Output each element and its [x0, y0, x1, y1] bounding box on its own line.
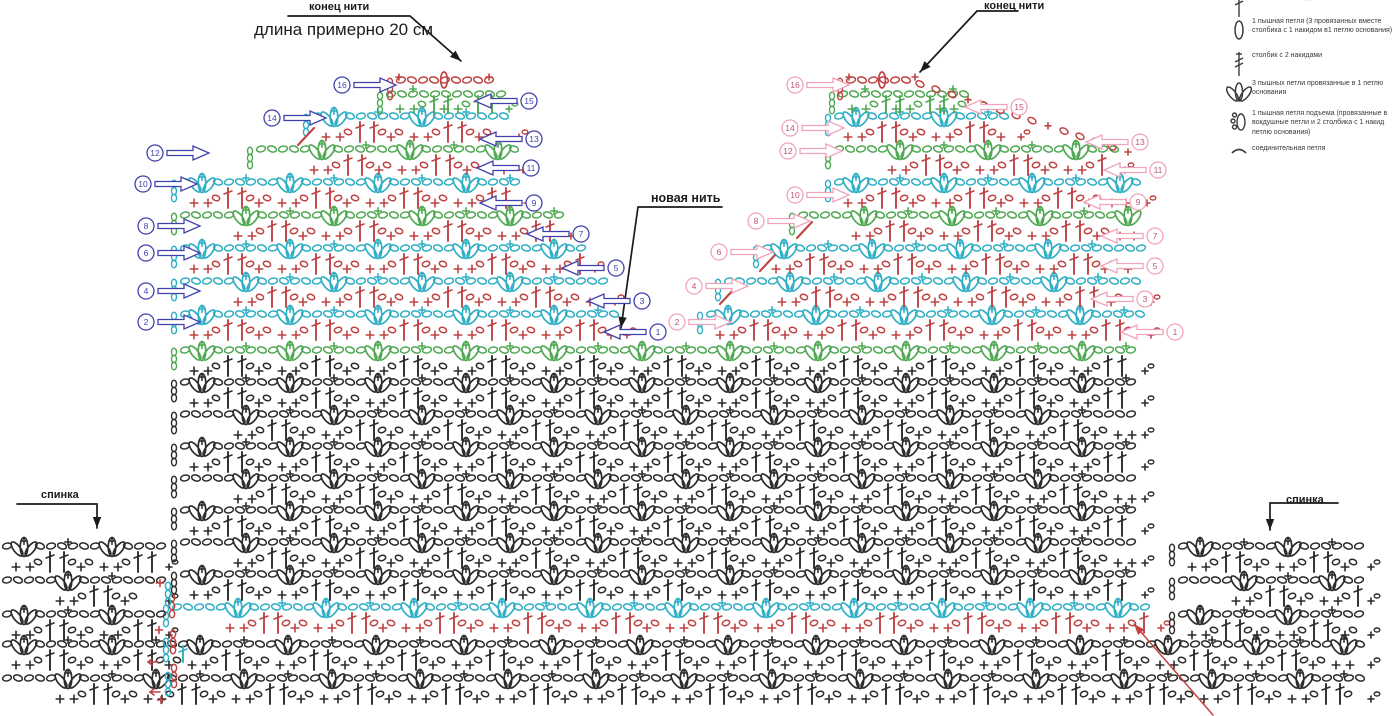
legend-item-label: 1 пышная петля подъема (провязанные в во… — [1252, 108, 1395, 137]
stitch-legend: столбик с 1 накидом 1 пышная петля (3 пр… — [1226, 0, 1395, 170]
legend-item: столбик с 2 накидами — [1226, 50, 1322, 78]
legend-item: столбик с 1 накидом — [1226, 0, 1318, 20]
legend-item: 1 пышная петля подъема (провязанные в во… — [1226, 108, 1395, 137]
legend-item-label: столбик с 1 накидом — [1252, 0, 1318, 2]
thread-end-label-right: конец нити — [984, 0, 1044, 12]
legend-item-label: столбик с 2 накидами — [1252, 50, 1322, 60]
length-note-label: длина примерно 20 см — [254, 20, 433, 40]
triple-puff-icon — [1226, 78, 1252, 106]
double-crochet-icon — [1226, 0, 1252, 20]
new-thread-label: новая нить — [651, 191, 720, 205]
legend-item-label: соединительная петля — [1252, 143, 1325, 153]
thread-end-label-left: конец нити — [309, 1, 369, 13]
legend-item: 3 пышных петли провязанные в 1 петлю осн… — [1226, 78, 1395, 106]
legend-item: соединительная петля — [1226, 143, 1325, 157]
slip-stitch-icon — [1226, 143, 1252, 157]
puff-stitch-icon — [1226, 16, 1252, 44]
back-label-left: спинка — [41, 489, 79, 501]
legend-item-label: 1 пышная петля (3 провязанных вместе сто… — [1252, 16, 1395, 36]
treble-crochet-icon — [1226, 50, 1252, 78]
back-label-right: спинка — [1286, 494, 1324, 506]
legend-item-label: 3 пышных петли провязанные в 1 петлю осн… — [1252, 78, 1395, 98]
rise-puff-icon — [1226, 108, 1252, 136]
legend-item: 1 пышная петля (3 провязанных вместе сто… — [1226, 16, 1395, 44]
